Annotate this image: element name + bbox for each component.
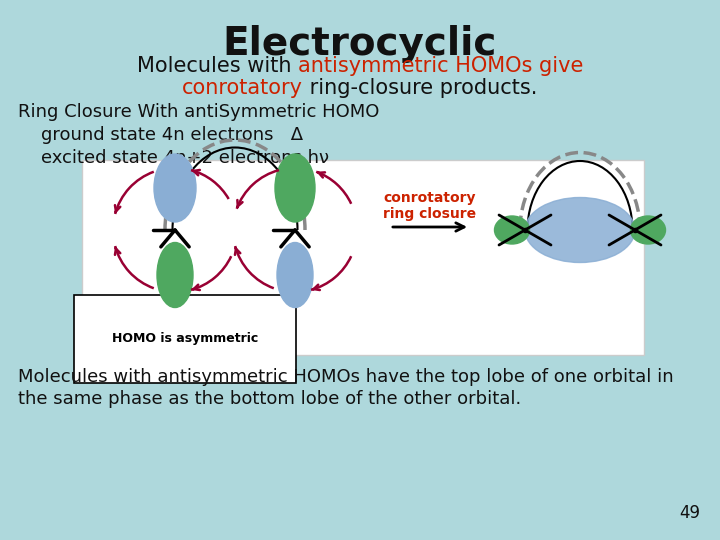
Text: 49: 49 bbox=[679, 504, 700, 522]
Text: ring-closure products.: ring-closure products. bbox=[303, 78, 538, 98]
Ellipse shape bbox=[495, 216, 529, 244]
Text: excited state 4n+2 electrons hν: excited state 4n+2 electrons hν bbox=[18, 149, 329, 167]
Ellipse shape bbox=[277, 242, 313, 307]
Text: ground state 4n electrons   Δ: ground state 4n electrons Δ bbox=[18, 126, 303, 144]
Ellipse shape bbox=[154, 154, 196, 222]
Text: Ring Closure With antiSymmetric HOMO: Ring Closure With antiSymmetric HOMO bbox=[18, 103, 379, 121]
Text: Molecules with: Molecules with bbox=[137, 56, 298, 76]
Text: conrotatory: conrotatory bbox=[182, 78, 303, 98]
Text: Electrocyclic: Electrocyclic bbox=[222, 25, 498, 63]
Ellipse shape bbox=[631, 216, 665, 244]
Ellipse shape bbox=[157, 242, 193, 307]
Text: the same phase as the bottom lobe of the other orbital.: the same phase as the bottom lobe of the… bbox=[18, 390, 521, 408]
Text: ring closure: ring closure bbox=[384, 207, 477, 221]
Text: antisymmetric HOMOs give: antisymmetric HOMOs give bbox=[298, 56, 583, 76]
Text: conrotatory: conrotatory bbox=[384, 191, 476, 205]
FancyBboxPatch shape bbox=[82, 160, 644, 355]
Text: HOMO is asymmetric: HOMO is asymmetric bbox=[112, 332, 258, 345]
Ellipse shape bbox=[275, 154, 315, 222]
Ellipse shape bbox=[525, 198, 635, 262]
Text: Molecules with antisymmetric HOMOs have the top lobe of one orbital in: Molecules with antisymmetric HOMOs have … bbox=[18, 368, 674, 386]
